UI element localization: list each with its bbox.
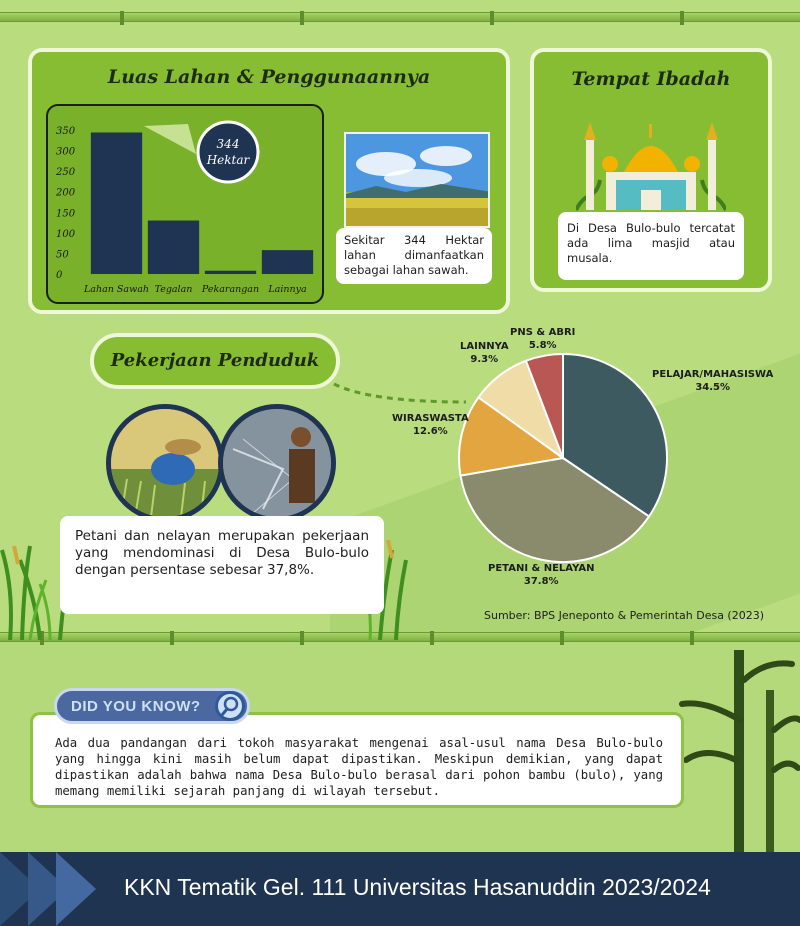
y-tick-label: 150	[56, 208, 76, 219]
y-tick-label: 50	[56, 249, 69, 260]
pie-slice-pelajar-mahasiswa	[562, 352, 668, 518]
pie-label-name: PNS & ABRI	[510, 327, 576, 338]
bar-lahan-sawah	[90, 132, 143, 274]
y-tick-label: 200	[55, 188, 76, 199]
y-axis-ticks: 0 50 100 150 200 250 300 350	[55, 126, 76, 281]
callout-unit: Hektar	[206, 153, 251, 167]
worship-title: Tempat Ibadah	[571, 68, 731, 90]
bamboo-bar-middle	[0, 631, 800, 645]
land-panel: Luas Lahan & Penggunaannya 0 50 100 150 200 2…	[28, 48, 510, 314]
footer-chevron-3	[56, 852, 96, 926]
source-text: Sumber: BPS Jeneponto & Pemerintah Desa …	[484, 609, 765, 622]
bar-pekarangan	[204, 270, 257, 274]
land-caption-card: Sekitar 344 Hektar lahan dimanfaatkan se…	[336, 228, 492, 284]
land-chart: 0 50 100 150 200 250 300 350 Lahan Sawah Tegalan…	[46, 104, 324, 304]
y-tick-label: 350	[56, 126, 76, 137]
rice-field-photo	[344, 132, 490, 228]
x-tick-label: Pekarangan	[201, 284, 259, 295]
pie-label-name: PELAJAR/MAHASISWA	[652, 369, 774, 380]
pie-label: LAINNYA 9.3%	[460, 340, 509, 366]
y-tick-label: 300	[56, 147, 76, 158]
pie-label-name: LAINNYA	[460, 341, 509, 352]
pie-label-value: 34.5%	[695, 382, 731, 393]
bar-lainnya	[261, 250, 314, 274]
mosque-icon	[576, 122, 726, 211]
worship-panel: Tempat Ibadah Di Desa Bulo-bulo tercatat…	[530, 48, 772, 292]
pie-label-value: 12.6%	[413, 426, 448, 437]
magnifier-icon	[215, 691, 245, 721]
pie-slice-pns-abri	[524, 352, 564, 459]
footer-title: KKN Tematik Gel. 111 Universitas Hasanud…	[124, 874, 711, 900]
pie-label-name: WIRASWASTA	[392, 413, 469, 424]
footer-banner: KKN Tematik Gel. 111 Universitas Hasanud…	[0, 852, 800, 926]
x-tick-label: Tegalan	[155, 284, 193, 295]
worship-caption-card: Di Desa Bulo-bulo tercatat ada lima masj…	[558, 212, 744, 280]
farmer-photo	[106, 404, 224, 522]
occupation-title: Pekerjaan Penduduk	[110, 350, 320, 371]
bamboo-bar-top	[0, 11, 800, 25]
y-tick-label: 0	[56, 270, 63, 281]
pie-label-value: 9.3%	[470, 354, 499, 365]
land-title: Luas Lahan & Penggunaannya	[107, 66, 431, 88]
pie-label: PELAJAR/MAHASISWA 34.5%	[652, 368, 773, 394]
callout-beam	[144, 124, 196, 154]
did-you-know-label: DID YOU KNOW?	[71, 698, 201, 715]
pie-slice-wiraswasta	[458, 396, 566, 477]
fisherman-photo	[218, 404, 336, 522]
pie-label: WIRASWASTA 12.6%	[392, 412, 469, 438]
pie-label-value: 5.8%	[528, 340, 557, 351]
x-tick-label: Lainnya	[267, 284, 307, 295]
dashed-connector	[333, 382, 467, 404]
did-you-know-badge: DID YOU KNOW?	[54, 688, 250, 724]
occupation-title-pill: Pekerjaan Penduduk	[90, 333, 340, 389]
land-bar-chart: 0 50 100 150 200 250 300 350 Lahan Sawah Tegalan…	[55, 120, 314, 295]
bar-tegalan	[147, 220, 200, 274]
pie-label: PETANI & NELAYAN 37.8%	[488, 562, 594, 588]
callout-circle	[196, 120, 260, 184]
x-tick-label: Lahan Sawah	[83, 284, 149, 295]
pie-label-name: PETANI & NELAYAN	[488, 563, 595, 574]
occupation-caption-card: Petani dan nelayan merupakan pekerjaan y…	[60, 516, 384, 614]
pie-slice-petani-nelayan	[459, 456, 651, 563]
bamboo-tree-decoration	[679, 650, 800, 852]
callout-value: 344	[217, 137, 240, 151]
did-you-know-card: Ada dua pandangan dari tokoh masyarakat …	[30, 712, 684, 808]
x-axis-labels: Lahan Sawah Tegalan Pekarangan Lainnya	[83, 284, 307, 295]
y-tick-label: 250	[55, 167, 76, 178]
pie-label-value: 37.8%	[523, 576, 559, 587]
occupation-pie-chart	[458, 352, 668, 563]
bars	[90, 132, 314, 274]
y-tick-label: 100	[56, 229, 76, 240]
pie-label: PNS & ABRI 5.8%	[510, 326, 575, 352]
